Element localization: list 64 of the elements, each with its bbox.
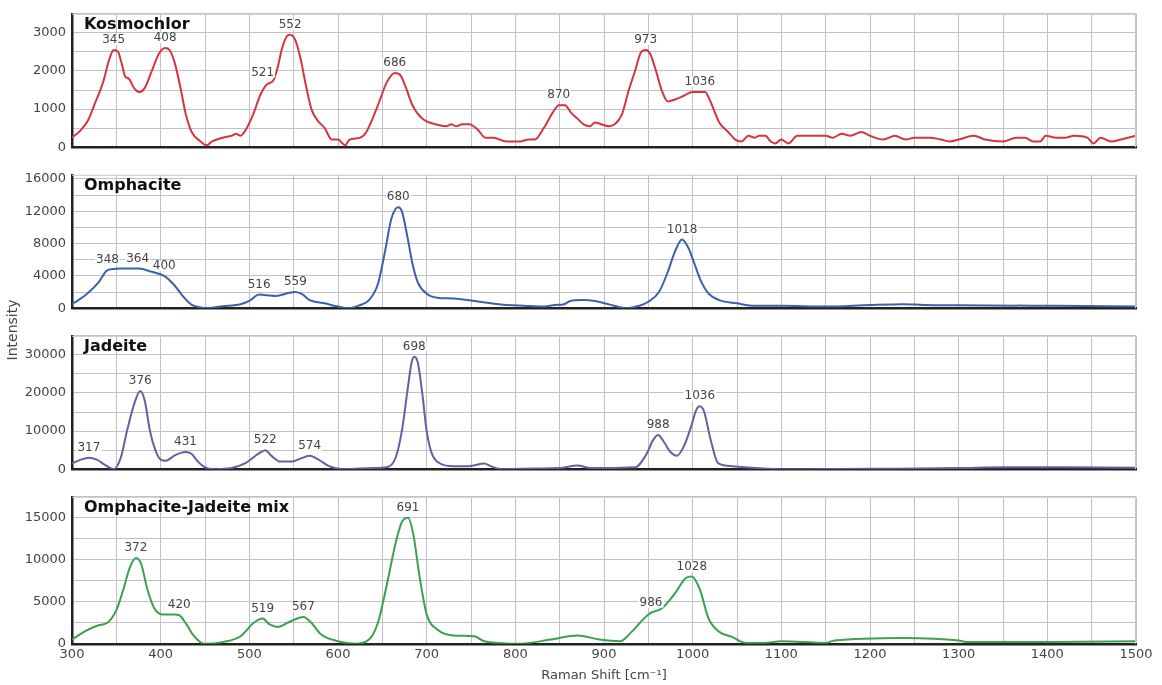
annotation: 376 <box>128 373 152 388</box>
x-tick-label: 400 <box>148 645 174 661</box>
y-tick-label: 1000 <box>32 100 66 116</box>
annotation: 567 <box>291 599 315 614</box>
x-tick-label: 800 <box>502 645 528 661</box>
y-tick-label: 10000 <box>24 551 66 567</box>
chart-title: Omphacite <box>84 174 182 194</box>
y-tick-label: 2000 <box>32 62 66 78</box>
annotation: 1018 <box>666 221 698 236</box>
annotation: 559 <box>283 274 307 289</box>
annotation: 522 <box>253 432 277 447</box>
y-tick-label: 4000 <box>32 267 66 283</box>
annotation: 348 <box>96 252 119 267</box>
chart-title: Omphacite-Jadeite mix <box>84 496 290 516</box>
annotation: 372 <box>124 540 148 555</box>
annotation: 686 <box>383 55 407 69</box>
x-tick-label: 1000 <box>676 645 710 661</box>
annotation: 552 <box>278 16 302 31</box>
x-tick-label: 1400 <box>1030 645 1064 661</box>
annotation: 574 <box>298 437 322 452</box>
annotation: 420 <box>167 596 191 611</box>
annotation: 317 <box>77 439 101 454</box>
annotation: 986 <box>639 594 663 609</box>
y-tick-label: 12000 <box>24 202 66 218</box>
x-tick-label: 1300 <box>942 645 976 661</box>
chart-title: Kosmochlor <box>84 13 190 33</box>
annotation: 519 <box>251 600 275 615</box>
annotation: 408 <box>153 30 177 45</box>
y-tick-label: 16000 <box>24 170 66 186</box>
annotation: 1036 <box>684 74 716 89</box>
chart-title: Jadeite <box>83 335 148 355</box>
y-tick-label: 30000 <box>24 346 66 362</box>
y-tick-label: 15000 <box>24 509 66 525</box>
x-tick-label: 600 <box>325 645 351 661</box>
annotation: 1028 <box>676 558 708 573</box>
annotation: 698 <box>402 338 426 353</box>
y-tick-label: 8000 <box>32 234 66 250</box>
annotation: 988 <box>646 417 670 432</box>
annotation: 516 <box>247 276 271 291</box>
x-tick-label: 900 <box>591 645 617 661</box>
annotation: 691 <box>396 499 420 514</box>
y-tick-label: 3000 <box>32 24 66 40</box>
x-axis-title: Raman Shift [cm⁻¹] <box>541 666 667 682</box>
y-axis-title: Intensity <box>4 299 20 361</box>
y-tick-label: 0 <box>57 138 66 154</box>
y-tick-label: 0 <box>57 299 66 315</box>
x-tick-label: 500 <box>236 645 262 661</box>
annotation: 973 <box>634 32 658 47</box>
y-tick-label: 5000 <box>32 593 66 609</box>
annotation: 364 <box>126 250 150 265</box>
annotation: 680 <box>386 189 410 204</box>
y-tick-label: 10000 <box>24 422 66 438</box>
annotation: 400 <box>152 257 176 272</box>
x-tick-label: 1200 <box>853 645 887 661</box>
annotation: 431 <box>174 434 197 449</box>
annotation: 345 <box>102 32 126 47</box>
annotation: 1036 <box>684 388 716 403</box>
x-tick-label: 1100 <box>764 645 798 661</box>
y-tick-label: 20000 <box>24 384 66 400</box>
y-tick-label: 0 <box>57 460 66 476</box>
annotation: 521 <box>251 64 275 79</box>
annotation: 870 <box>547 87 571 102</box>
x-tick-label: 1500 <box>1119 645 1153 661</box>
x-tick-label: 700 <box>414 645 440 661</box>
